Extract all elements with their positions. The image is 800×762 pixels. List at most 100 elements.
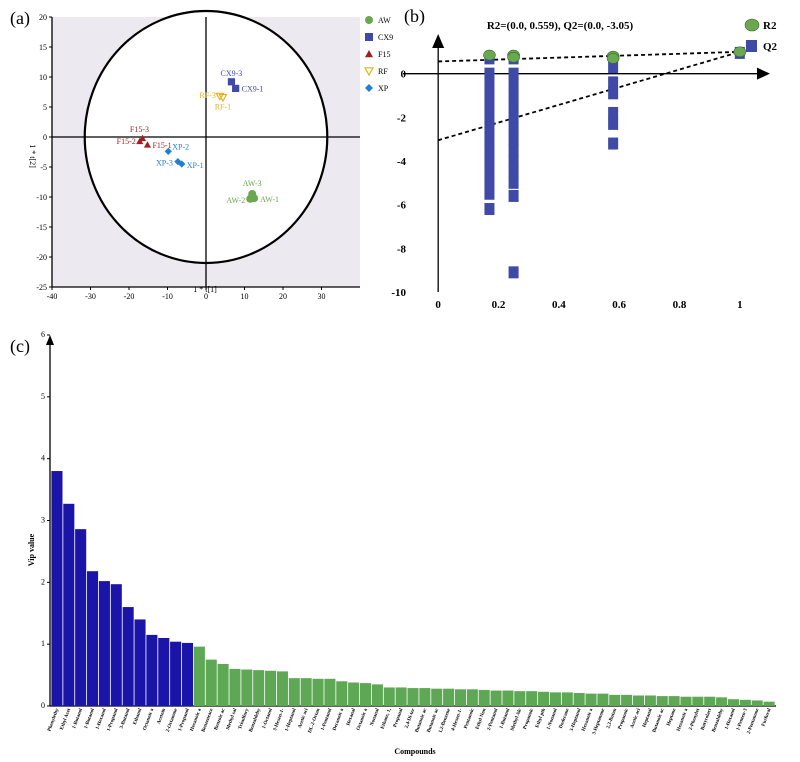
panel-c-y-axis-arrow: [46, 335, 54, 345]
panel-a-y-tick-label: 10: [39, 73, 47, 82]
panel-a-x-tick-label: -10: [162, 292, 173, 301]
panel-c-bar: [680, 696, 692, 706]
panel-c-bar: [395, 687, 407, 706]
panel-c-bar: [98, 581, 110, 706]
panel-a-legend-label: RF: [378, 67, 388, 76]
panel-b-q2-point: [484, 203, 495, 216]
panel-c-category-label: 2-Pentanone: [747, 707, 761, 735]
panel-c-bar: [134, 619, 146, 706]
panel-c-bar: [621, 694, 633, 706]
panel-c-bar: [253, 670, 265, 706]
panel-a-y-tick-label: -25: [36, 283, 47, 292]
panel-label-c: (c): [10, 336, 30, 357]
panel-b-q2-point: [608, 61, 619, 74]
panel-a-x-tick-label: -30: [85, 292, 96, 301]
panel-c-category-label: Methyl Alc: [510, 707, 523, 731]
panel-b-x-tick-label: 0.2: [492, 299, 506, 311]
panel-c-category-label: Ethanol: [133, 707, 144, 725]
panel-c-y-axis-label: Vip value: [27, 533, 36, 566]
panel-c-bar: [110, 584, 122, 706]
panel-c-category-label: Octanoic a: [143, 708, 156, 732]
panel-c-category-label: DL-2-Octan: [308, 708, 322, 734]
panel-c-y-tick-label: 2: [41, 577, 45, 586]
panel-a-y-tick-label: 15: [39, 43, 47, 52]
panel-c-category-label: Ethyl Acet: [60, 708, 72, 731]
panel-c-bar: [146, 634, 158, 706]
panel-c-bar: [217, 663, 229, 706]
panel-a-x-tick-label: 30: [318, 292, 326, 301]
panel-b-q2-point: [484, 155, 495, 167]
panel-c-category-label: 2,3-Butan: [606, 708, 618, 730]
panel-c-category-label: Hexanoic a: [190, 708, 203, 732]
panel-b-x-tick-label: 0.8: [673, 299, 687, 311]
panel-c-category-label: Hexanoic a: [582, 708, 595, 732]
panel-c-bar: [359, 683, 372, 706]
panel-c-bar: [288, 678, 300, 706]
panel-c-category-label: Acetoin: [157, 708, 167, 725]
panel-b-y-tick-label: -4: [397, 156, 407, 168]
panel-c-bar: [538, 691, 550, 706]
panel-b-r2-point: [483, 49, 496, 61]
panel-c-category-label: 2-Octanone: [166, 707, 179, 733]
panel-a-point: [215, 92, 225, 102]
panel-a-legend-marker: [365, 33, 373, 41]
panel-c-category-label: 2,4-Di-ter: [405, 707, 417, 729]
panel-b-y-tick-label: -8: [397, 243, 407, 255]
panel-b-x-axis-arrow: [757, 67, 770, 80]
panel-a-point: [250, 194, 259, 203]
panel-a-x-tick-label: -40: [47, 292, 58, 301]
panel-c-bar: [490, 690, 502, 706]
panel-c-category-label: Hexanal: [346, 707, 357, 726]
panel-c-category-label: 1-Octanol: [262, 707, 274, 729]
panel-a-x-axis-label: 1 * t[1]: [193, 285, 217, 294]
panel-b-q2-point: [508, 189, 519, 202]
panel-b-y-tick-label: -2: [397, 112, 407, 124]
panel-b-q2-point: [484, 78, 495, 91]
panel-c-bar: [407, 688, 419, 706]
panel-a-y-tick-label: 0: [43, 133, 47, 142]
panel-a-point-label: XP-2: [172, 142, 189, 151]
panel-label-b: (b): [404, 6, 425, 27]
panel-c-bar: [763, 701, 775, 706]
panel-c-y-tick-label: 4: [41, 454, 45, 463]
panel-c-category-label: Phenylethy: [47, 708, 60, 733]
panel-c-bar: [549, 692, 561, 706]
panel-c-y-tick-label: 6: [41, 330, 45, 339]
panel-c-bar: [348, 682, 360, 706]
panel-c-category-label: Propanoic: [618, 707, 630, 730]
panel-b-r2-point: [606, 53, 620, 64]
panel-a-x-tick-label: 20: [279, 292, 287, 301]
panel-c-bar: [478, 689, 490, 706]
panel-a-score-plot: -40 -30 -20 -10 0 10 20 30 -25 -20 -15 -10 -5 0 5 10 15 2…: [28, 9, 393, 301]
panel-b-q2-point: [484, 122, 495, 135]
panel-a-point-label: AW-1: [260, 195, 279, 204]
panel-c-bar: [87, 571, 99, 706]
panel-c-y-tick-label: 0: [41, 701, 45, 710]
panel-b-q2-point: [608, 87, 619, 100]
panel-b-q2-point: [508, 78, 519, 91]
panel-c-category-label: Heptanal: [642, 707, 654, 728]
panel-c-bar: [158, 637, 170, 706]
panel-b-q2-point: [508, 111, 519, 124]
panel-c-bar: [229, 668, 241, 706]
panel-c-category-label: Ethane, 1,: [381, 707, 393, 730]
panel-a-point-label: F15-3: [130, 125, 149, 134]
panel-b-legend: R2 Q2: [744, 18, 778, 53]
panel-b-r2-point: [507, 51, 520, 63]
panel-c-category-label: Nonanal: [370, 707, 381, 726]
panel-b-q2-point: [508, 67, 519, 80]
panel-b-q2-point: [508, 133, 519, 146]
panel-c-category-label: Butanoic ac: [415, 707, 429, 733]
panel-b-title: R2=(0.0, 0.559), Q2=(0.0, -3.05): [487, 20, 634, 32]
panel-c-bar: [716, 697, 728, 706]
panel-c-category-label: Octanoic a: [356, 708, 369, 732]
panel-a-legend-label: AW: [378, 16, 391, 25]
panel-c-bar: [502, 690, 514, 706]
panel-b-q2-point: [484, 187, 495, 200]
panel-b-legend-r2-label: R2: [763, 20, 777, 32]
panel-c-category-label: Acetic aci: [630, 707, 642, 729]
panel-b-q2-point: [484, 89, 495, 102]
panel-c-bar: [454, 689, 467, 706]
panel-c-bar: [205, 659, 217, 706]
